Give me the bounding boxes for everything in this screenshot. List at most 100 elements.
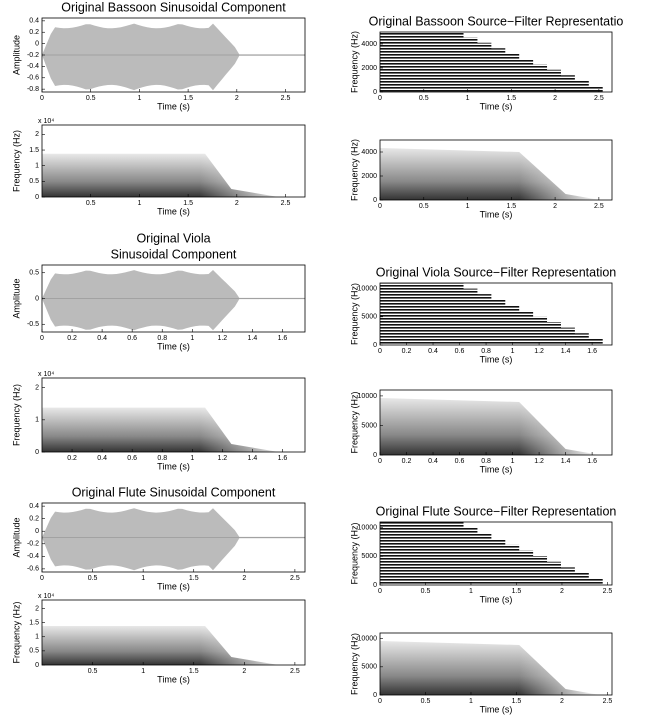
x-tick-label: 2 — [235, 95, 239, 102]
x-tick-label: 2 — [560, 588, 564, 595]
y-tick-label: 0 — [373, 197, 377, 204]
panel-title: Original Flute Sinusoidal Component — [72, 485, 276, 499]
y-tick-label: 5000 — [361, 664, 377, 671]
y-tick-label: 0.2 — [29, 29, 39, 36]
x-tick-label: 1 — [469, 698, 473, 705]
spectrogram-fade — [380, 633, 612, 695]
x-tick-label: 0.2 — [402, 458, 412, 465]
x-tick-label: 0.4 — [428, 348, 438, 355]
y-axis-label: Amplitude — [11, 278, 21, 318]
waveform-area — [42, 270, 305, 331]
x-tick-label: 1.2 — [534, 458, 544, 465]
panel: 0 0.5 1 1.5 2 2.5 0 5000 10000 Time (s) Frequency … — [349, 632, 612, 714]
panel: 0 0.5 1 1.5 2 2.5 0.4 0.2 0 -0.2 -0.4 -0.6 Time (s) A… — [11, 485, 306, 591]
spectrogram-fade — [42, 600, 305, 665]
y-tick-label: -0.5 — [27, 321, 39, 328]
x-tick-label: 1.4 — [561, 348, 571, 355]
y-tick-label: -0.4 — [27, 553, 39, 560]
y-axis-label: Frequency (Hz) — [349, 633, 359, 695]
y-tick-label: 10000 — [358, 393, 378, 400]
x-tick-label: 2.5 — [290, 668, 300, 675]
x-tick-label: 0.2 — [67, 335, 77, 342]
y-tick-label: 10000 — [358, 285, 378, 292]
plot-frame — [379, 521, 613, 586]
x-tick-label: 1 — [137, 200, 141, 207]
y-tick-label: 0 — [35, 40, 39, 47]
y-multiplier: x 10⁴ — [38, 371, 54, 378]
y-axis-label: Frequency (Hz) — [11, 601, 21, 663]
x-tick-label: 0.8 — [157, 455, 167, 462]
panel: 0 0.5 1 1.5 2 2.5 0 2000 4000 Time (s) Frequency (… — [349, 139, 613, 219]
x-tick-label: 0.2 — [67, 455, 77, 462]
plot-frame — [379, 139, 613, 201]
y-axis-label: Frequency (Hz) — [349, 139, 359, 201]
y-tick-label: 2000 — [361, 65, 377, 72]
source-filter-image — [380, 522, 603, 585]
y-axis-label: Frequency (Hz) — [349, 522, 359, 584]
y-tick-label: 5000 — [361, 314, 377, 321]
y-tick-label: 0 — [35, 295, 39, 302]
x-axis-label: Time (s) — [480, 354, 513, 364]
spectrogram-fade — [42, 125, 305, 197]
x-tick-label: 0.6 — [127, 455, 137, 462]
x-tick-label: 1 — [466, 95, 470, 102]
y-tick-label: 1.5 — [29, 619, 39, 626]
plot-frame — [379, 282, 613, 346]
y-tick-label: -0.4 — [27, 63, 39, 70]
x-tick-label: 0 — [378, 203, 382, 210]
x-tick-label: 1.4 — [561, 458, 571, 465]
y-multiplier: x 10⁴ — [38, 593, 54, 600]
y-tick-label: -0.8 — [27, 86, 39, 93]
x-tick-label: 1.6 — [587, 458, 597, 465]
x-axis-label: Time (s) — [480, 101, 513, 111]
plot-frame — [41, 502, 306, 573]
x-tick-label: 0 — [378, 95, 382, 102]
x-tick-label: 0.2 — [402, 348, 412, 355]
y-tick-label: -0.6 — [27, 75, 39, 82]
y-tick-label: 2 — [35, 605, 39, 612]
source-filter-image — [380, 283, 603, 345]
x-tick-label: 1.5 — [512, 698, 522, 705]
x-tick-label: 1 — [190, 335, 194, 342]
x-tick-label: 1.5 — [183, 200, 193, 207]
x-tick-label: 0.4 — [97, 335, 107, 342]
panel: 0 0.5 1 1.5 2 2.5 0 5000 10000 Time (s) Frequency … — [349, 504, 616, 604]
x-tick-label: 0.5 — [421, 698, 431, 705]
x-axis-label: Time (s) — [480, 464, 513, 474]
x-tick-label: 1 — [469, 588, 473, 595]
y-tick-label: 0 — [35, 662, 39, 669]
x-tick-label: 2.5 — [281, 200, 291, 207]
x-axis-label: Time (s) — [480, 209, 513, 219]
x-tick-label: 1.5 — [183, 95, 193, 102]
y-multiplier: x 10⁴ — [38, 118, 54, 125]
x-tick-label: 0.5 — [88, 668, 98, 675]
spectrogram-fade — [380, 390, 612, 455]
x-tick-label: 0.5 — [419, 95, 429, 102]
x-tick-label: 1.4 — [248, 455, 258, 462]
x-tick-label: 0.5 — [88, 575, 98, 582]
x-tick-label: 0 — [378, 588, 382, 595]
x-tick-label: 1.5 — [189, 575, 199, 582]
panel: 0 0.2 0.4 0.6 0.8 1 1.2 1.4 1.6 0 5000 10000 Time (s… — [349, 389, 613, 474]
x-tick-label: 0.4 — [97, 455, 107, 462]
y-axis-label: Frequency (Hz) — [349, 31, 359, 93]
x-tick-label: 1.6 — [587, 348, 597, 355]
plot-frame — [41, 599, 306, 666]
y-tick-label: 0 — [35, 528, 39, 535]
x-tick-label: 1 — [141, 668, 145, 675]
x-tick-label: 2.5 — [281, 95, 291, 102]
y-tick-label: -0.2 — [27, 52, 39, 59]
y-tick-label: 0 — [35, 194, 39, 201]
x-tick-label: 1 — [511, 348, 515, 355]
x-tick-label: 0.6 — [455, 458, 465, 465]
waveform-area — [42, 508, 305, 571]
panel-title: Sinusoidal Component — [111, 247, 237, 261]
x-tick-label: 2 — [235, 200, 239, 207]
y-axis-label: Frequency (Hz) — [349, 283, 359, 345]
y-tick-label: 5000 — [361, 422, 377, 429]
panel-title: Original Viola — [136, 231, 210, 245]
x-tick-label: 1.5 — [506, 203, 516, 210]
x-axis-label: Time (s) — [157, 341, 190, 351]
y-tick-label: 10000 — [358, 635, 378, 642]
y-tick-label: 0 — [373, 692, 377, 699]
